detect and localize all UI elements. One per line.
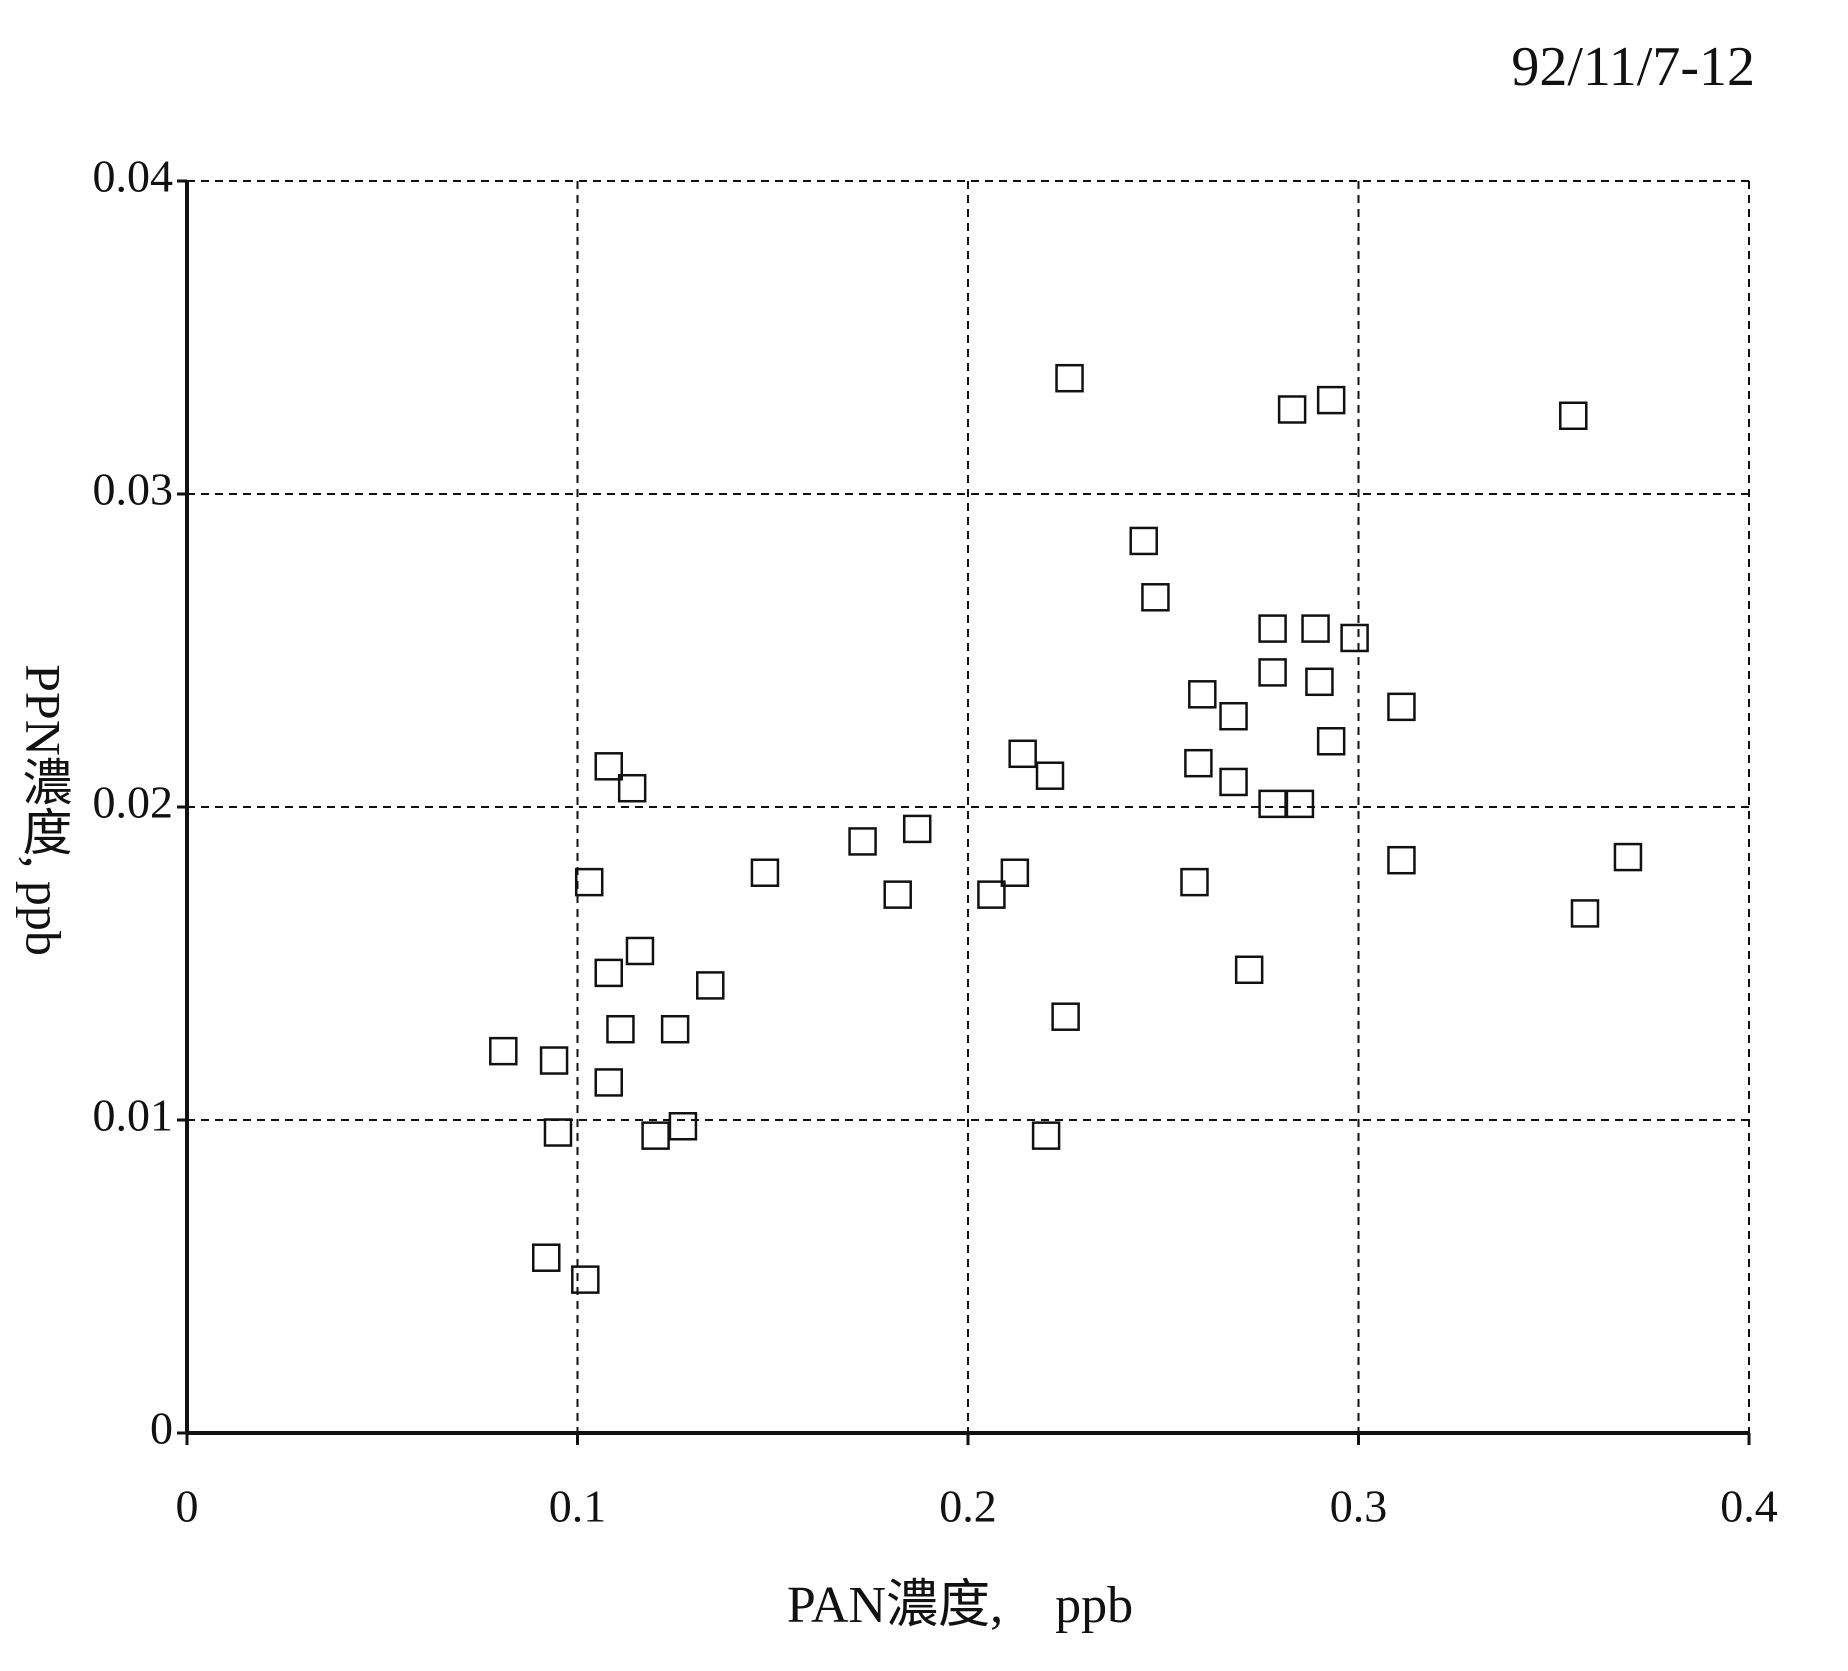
x-tick-label: 0 [176,1481,199,1532]
point [660,1014,690,1044]
point [1219,767,1248,797]
y-tick-label: 0.04 [93,151,174,202]
point [641,1121,670,1150]
point [1141,583,1170,612]
point [594,752,623,781]
point [1258,614,1287,643]
x-tick-label: 0.2 [939,1481,997,1532]
point [1340,623,1369,653]
point [977,880,1006,909]
point [696,971,725,1000]
point [1184,748,1213,778]
x-tick-label: 0.3 [1330,1481,1388,1532]
point [1387,845,1416,875]
point [883,880,912,909]
point [594,1068,623,1097]
point [571,1265,600,1294]
point [625,936,655,966]
point [1008,739,1037,769]
y-tick-label: 0.03 [93,464,174,515]
point [902,814,932,844]
y-tick-label: 0.02 [93,777,174,828]
point [489,1036,518,1066]
y-tick-label: 0 [150,1403,173,1454]
point [1035,761,1065,790]
point [1277,395,1307,424]
point [1180,867,1209,897]
point [1301,614,1330,643]
point [1258,789,1287,819]
point [1055,363,1084,393]
y-axis-label: PPN濃度, ppb [16,664,72,956]
x-axis-label: PAN濃度, ppb [787,1577,1133,1634]
point [668,1112,698,1141]
point [1285,789,1315,819]
point [543,1118,573,1147]
point [1258,658,1287,687]
point [1031,1121,1061,1150]
point [1316,385,1346,415]
point [1188,680,1217,709]
point [1129,526,1158,556]
point [594,958,623,988]
point [574,867,604,897]
point [1613,842,1643,872]
point [1387,692,1416,722]
point [1219,701,1248,731]
point [750,858,780,887]
point [1305,667,1334,697]
point [848,827,877,856]
point [1559,401,1588,430]
point [532,1243,561,1272]
point [1316,727,1346,756]
point [617,773,647,803]
x-tick-label: 0.4 [1720,1481,1778,1532]
point [1570,899,1600,928]
point [1051,1002,1080,1031]
point [539,1046,569,1075]
y-tick-label: 0.01 [93,1090,174,1141]
point [606,1014,635,1044]
x-tick-label: 0.1 [549,1481,607,1532]
point [1000,858,1030,887]
point [1234,955,1264,985]
date-annotation: 92/11/7-12 [1511,36,1755,98]
